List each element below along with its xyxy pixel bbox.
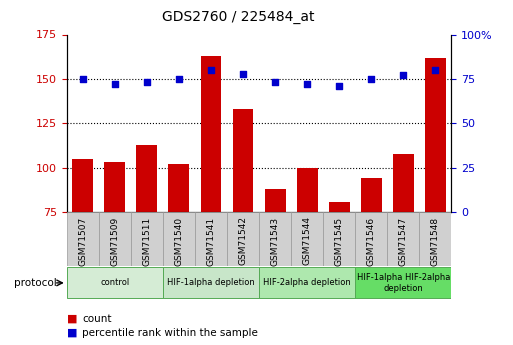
Bar xyxy=(329,201,350,212)
Point xyxy=(335,83,343,89)
Point xyxy=(143,80,151,85)
Text: GSM71547: GSM71547 xyxy=(399,216,408,266)
Bar xyxy=(136,145,157,212)
Text: control: control xyxy=(100,278,129,287)
FancyBboxPatch shape xyxy=(355,267,451,298)
FancyBboxPatch shape xyxy=(355,212,387,266)
Text: GSM71545: GSM71545 xyxy=(334,216,344,266)
Bar xyxy=(393,154,414,212)
Text: GSM71511: GSM71511 xyxy=(142,216,151,266)
Text: ■: ■ xyxy=(67,314,77,324)
Point xyxy=(271,80,279,85)
FancyBboxPatch shape xyxy=(163,267,259,298)
FancyBboxPatch shape xyxy=(67,212,98,266)
Point xyxy=(303,81,311,87)
Bar xyxy=(297,168,318,212)
FancyBboxPatch shape xyxy=(131,212,163,266)
Text: GSM71548: GSM71548 xyxy=(431,216,440,266)
Text: protocol: protocol xyxy=(14,278,56,288)
Point xyxy=(175,76,183,82)
Point xyxy=(111,81,119,87)
Bar xyxy=(232,109,253,212)
Text: ■: ■ xyxy=(67,328,77,338)
Point xyxy=(431,67,440,73)
Point xyxy=(367,76,376,82)
Text: GDS2760 / 225484_at: GDS2760 / 225484_at xyxy=(162,10,315,24)
Text: GSM71543: GSM71543 xyxy=(270,216,280,266)
Bar xyxy=(168,164,189,212)
Text: GSM71546: GSM71546 xyxy=(367,216,376,266)
Point xyxy=(399,72,407,78)
Text: GSM71507: GSM71507 xyxy=(78,216,87,266)
FancyBboxPatch shape xyxy=(259,267,355,298)
Text: count: count xyxy=(82,314,112,324)
FancyBboxPatch shape xyxy=(98,212,131,266)
Point xyxy=(78,76,87,82)
Bar xyxy=(72,159,93,212)
Bar xyxy=(425,58,446,212)
FancyBboxPatch shape xyxy=(67,267,163,298)
FancyBboxPatch shape xyxy=(291,212,323,266)
Text: GSM71540: GSM71540 xyxy=(174,216,184,266)
FancyBboxPatch shape xyxy=(163,212,195,266)
Bar xyxy=(361,178,382,212)
FancyBboxPatch shape xyxy=(259,212,291,266)
Point xyxy=(207,67,215,73)
Text: HIF-2alpha depletion: HIF-2alpha depletion xyxy=(263,278,351,287)
Text: GSM71509: GSM71509 xyxy=(110,216,120,266)
Text: GSM71541: GSM71541 xyxy=(206,216,215,266)
FancyBboxPatch shape xyxy=(387,212,420,266)
Text: HIF-1alpha HIF-2alpha
depletion: HIF-1alpha HIF-2alpha depletion xyxy=(357,273,450,293)
Bar xyxy=(104,162,125,212)
FancyBboxPatch shape xyxy=(227,212,259,266)
FancyBboxPatch shape xyxy=(323,212,355,266)
Text: percentile rank within the sample: percentile rank within the sample xyxy=(82,328,258,338)
Bar xyxy=(265,189,286,212)
FancyBboxPatch shape xyxy=(195,212,227,266)
Bar xyxy=(201,56,222,212)
Text: GSM71542: GSM71542 xyxy=(239,216,248,265)
Point xyxy=(239,71,247,76)
Text: GSM71544: GSM71544 xyxy=(303,216,312,265)
Text: HIF-1alpha depletion: HIF-1alpha depletion xyxy=(167,278,255,287)
FancyBboxPatch shape xyxy=(420,212,451,266)
